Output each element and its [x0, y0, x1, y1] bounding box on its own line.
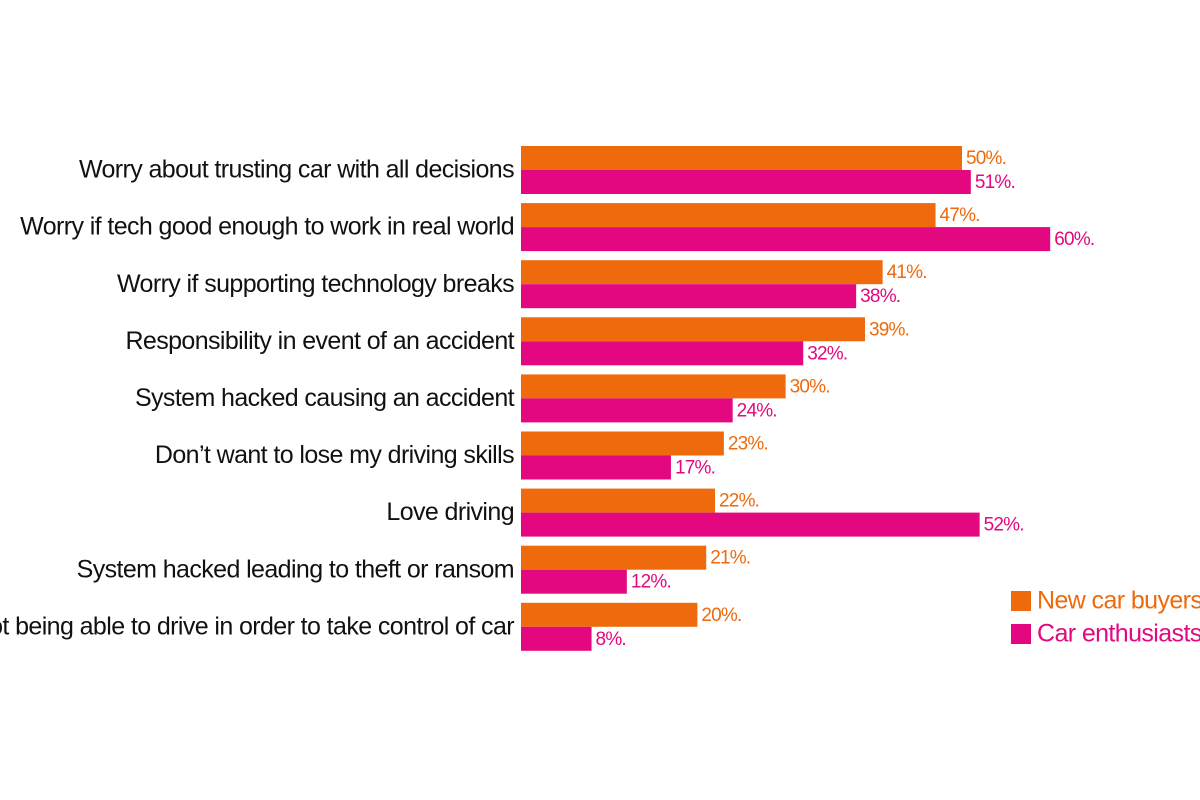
bar-new-car-buyers	[521, 317, 865, 341]
data-label: 60%.	[1054, 229, 1094, 250]
category-label: System hacked causing an accident	[135, 384, 515, 412]
data-label: 50%.	[966, 148, 1006, 169]
data-label: 22%.	[719, 491, 759, 512]
data-label: 30%.	[790, 376, 830, 397]
bar-new-car-buyers	[521, 546, 706, 570]
data-label: 39%.	[869, 319, 909, 340]
bar-car-enthusiasts	[521, 570, 627, 594]
bar-new-car-buyers	[521, 374, 786, 398]
category-label: Don’t want to lose my driving skills	[155, 441, 514, 469]
data-label: 12%.	[631, 572, 671, 593]
data-label: 51%.	[975, 172, 1015, 193]
legend-label: Car enthusiasts	[1037, 620, 1200, 648]
bar-new-car-buyers	[521, 203, 936, 227]
category-label: Responsibility in event of an accident	[125, 327, 514, 355]
bar-car-enthusiasts	[521, 627, 592, 651]
data-label: 21%.	[710, 548, 750, 569]
data-label: 8%.	[596, 629, 626, 650]
category-label: Worry about trusting car with all decisi…	[79, 156, 514, 184]
bar-car-enthusiasts	[521, 284, 856, 308]
data-label: 17%.	[675, 458, 715, 479]
data-label: 38%.	[860, 286, 900, 307]
data-label: 52%.	[984, 515, 1024, 536]
legend-swatch	[1011, 591, 1031, 611]
category-label: Worry if supporting technology breaks	[117, 270, 514, 298]
legend-swatch	[1011, 624, 1031, 644]
bar-new-car-buyers	[521, 146, 962, 170]
category-label: Love driving	[386, 498, 514, 526]
bar-car-enthusiasts	[521, 398, 733, 422]
category-label: System hacked leading to theft or ransom	[77, 555, 514, 583]
category-label: Fear not being able to drive in order to…	[0, 612, 514, 640]
legend-label: New car buyers	[1037, 587, 1200, 615]
bar-car-enthusiasts	[521, 456, 671, 480]
data-label: 32%.	[807, 343, 847, 364]
legend: New car buyers Car enthusiasts	[1011, 587, 1200, 648]
bar-new-car-buyers	[521, 260, 883, 284]
bar-new-car-buyers	[521, 489, 715, 513]
bar-new-car-buyers	[521, 432, 724, 456]
data-label: 47%.	[940, 205, 980, 226]
data-label: 41%.	[887, 262, 927, 283]
data-label: 24%.	[737, 400, 777, 421]
bar-car-enthusiasts	[521, 341, 803, 365]
data-label: 23%.	[728, 434, 768, 455]
bar-new-car-buyers	[521, 603, 697, 627]
bar-car-enthusiasts	[521, 227, 1050, 251]
data-label: 20%.	[701, 605, 741, 626]
bar-car-enthusiasts	[521, 513, 980, 537]
bar-car-enthusiasts	[521, 170, 971, 194]
category-label: Worry if tech good enough to work in rea…	[20, 213, 514, 241]
